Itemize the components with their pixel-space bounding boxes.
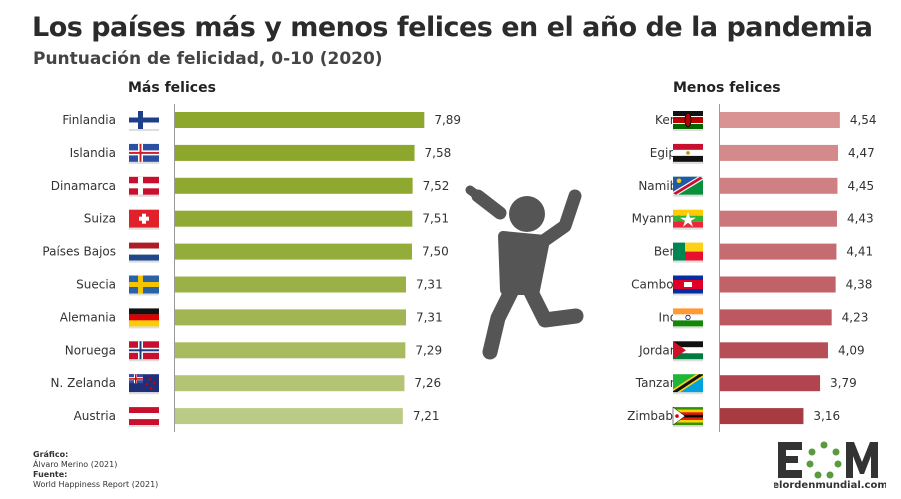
- bar: [720, 112, 840, 128]
- value-label: 3,79: [830, 376, 857, 390]
- fuente-source: World Happiness Report (2021): [33, 480, 159, 489]
- value-label: 4,54: [850, 113, 877, 127]
- flag-zimbabue-icon: [672, 406, 703, 428]
- bar: [175, 276, 406, 293]
- chart-subtitle: Puntuación de felicidad, 0-10 (2020): [33, 49, 383, 69]
- grafico-author: Álvaro Merino (2021): [33, 460, 118, 469]
- bar: [175, 375, 405, 392]
- grafico-label: Gráfico:: [33, 450, 69, 459]
- category-label: Suecia: [76, 278, 116, 292]
- bar: [175, 210, 413, 227]
- flag-namibia-icon: [673, 176, 703, 197]
- bar: [175, 177, 413, 194]
- flag-suecia-icon: [129, 275, 159, 296]
- dancing-person-icon: [465, 185, 584, 360]
- bar: [720, 309, 832, 326]
- logo-url: elordenmundial.com: [774, 480, 886, 490]
- value-label: 4,38: [846, 278, 873, 292]
- flag-myanmar-icon: [673, 209, 703, 230]
- fuente-label: Fuente:: [33, 470, 68, 479]
- flag-noruega-icon: [129, 341, 159, 362]
- panel-title-right: Menos felices: [673, 80, 781, 96]
- value-label: 7,89: [434, 113, 461, 127]
- bar: [175, 243, 412, 260]
- bar: [720, 177, 838, 194]
- flag-tanzania-icon: [673, 374, 703, 395]
- bar: [720, 408, 804, 425]
- value-label: 4,41: [846, 245, 873, 259]
- flag-nzelanda-icon: [129, 374, 159, 395]
- bar: [175, 408, 403, 425]
- bar: [175, 309, 406, 326]
- eom-logo: elordenmundial.com: [772, 440, 888, 494]
- bar: [175, 144, 415, 161]
- chart-title: Los países más y menos felices en el año…: [32, 12, 873, 43]
- category-label: Austria: [74, 409, 116, 423]
- flag-alemania-icon: [129, 308, 159, 329]
- category-label: Finlandia: [62, 113, 116, 127]
- value-label: 3,16: [813, 409, 840, 423]
- bar: [175, 112, 425, 128]
- category-label: Islandia: [70, 146, 116, 160]
- flag-benn-icon: [673, 242, 703, 263]
- bar: [720, 375, 821, 392]
- category-label: Suiza: [84, 212, 116, 226]
- panel-title-left: Más felices: [128, 80, 216, 96]
- flag-kenia-icon: [673, 111, 703, 131]
- category-label: Noruega: [65, 343, 116, 357]
- value-label: 4,47: [848, 146, 875, 160]
- value-label: 7,29: [415, 343, 442, 357]
- flag-jordania-icon: [673, 341, 703, 362]
- value-label: 7,58: [425, 146, 452, 160]
- value-label: 7,31: [416, 310, 443, 324]
- flag-pasesbajos-icon: [129, 242, 159, 263]
- flag-finlandia-icon: [129, 111, 159, 131]
- bar: [720, 243, 837, 260]
- value-label: 7,51: [422, 212, 449, 226]
- bar: [720, 342, 828, 359]
- value-label: 4,43: [847, 212, 874, 226]
- bar: [175, 342, 406, 359]
- flag-india-icon: [673, 308, 703, 329]
- flag-austria-icon: [129, 407, 159, 428]
- value-label: 4,45: [847, 179, 874, 193]
- flag-islandia-icon: [129, 143, 159, 164]
- value-label: 7,26: [414, 376, 441, 390]
- flag-suiza-icon: [129, 209, 159, 230]
- category-label: N. Zelanda: [51, 376, 116, 390]
- bar: [720, 210, 837, 227]
- value-label: 7,31: [416, 278, 443, 292]
- flag-egipto-icon: [673, 143, 703, 164]
- category-label: Alemania: [60, 310, 116, 324]
- value-label: 7,21: [413, 409, 440, 423]
- value-label: 4,09: [838, 343, 865, 357]
- footer: Gráfico: Álvaro Merino (2021) Fuente: Wo…: [33, 450, 158, 490]
- value-label: 4,23: [842, 310, 869, 324]
- category-label: Dinamarca: [51, 179, 116, 193]
- flag-camboya-icon: [673, 275, 703, 296]
- value-label: 7,50: [422, 245, 449, 259]
- bar: [720, 276, 836, 293]
- bar: [720, 144, 839, 161]
- value-label: 7,52: [423, 179, 450, 193]
- category-label: Países Bajos: [42, 245, 116, 259]
- flag-dinamarca-icon: [129, 176, 159, 197]
